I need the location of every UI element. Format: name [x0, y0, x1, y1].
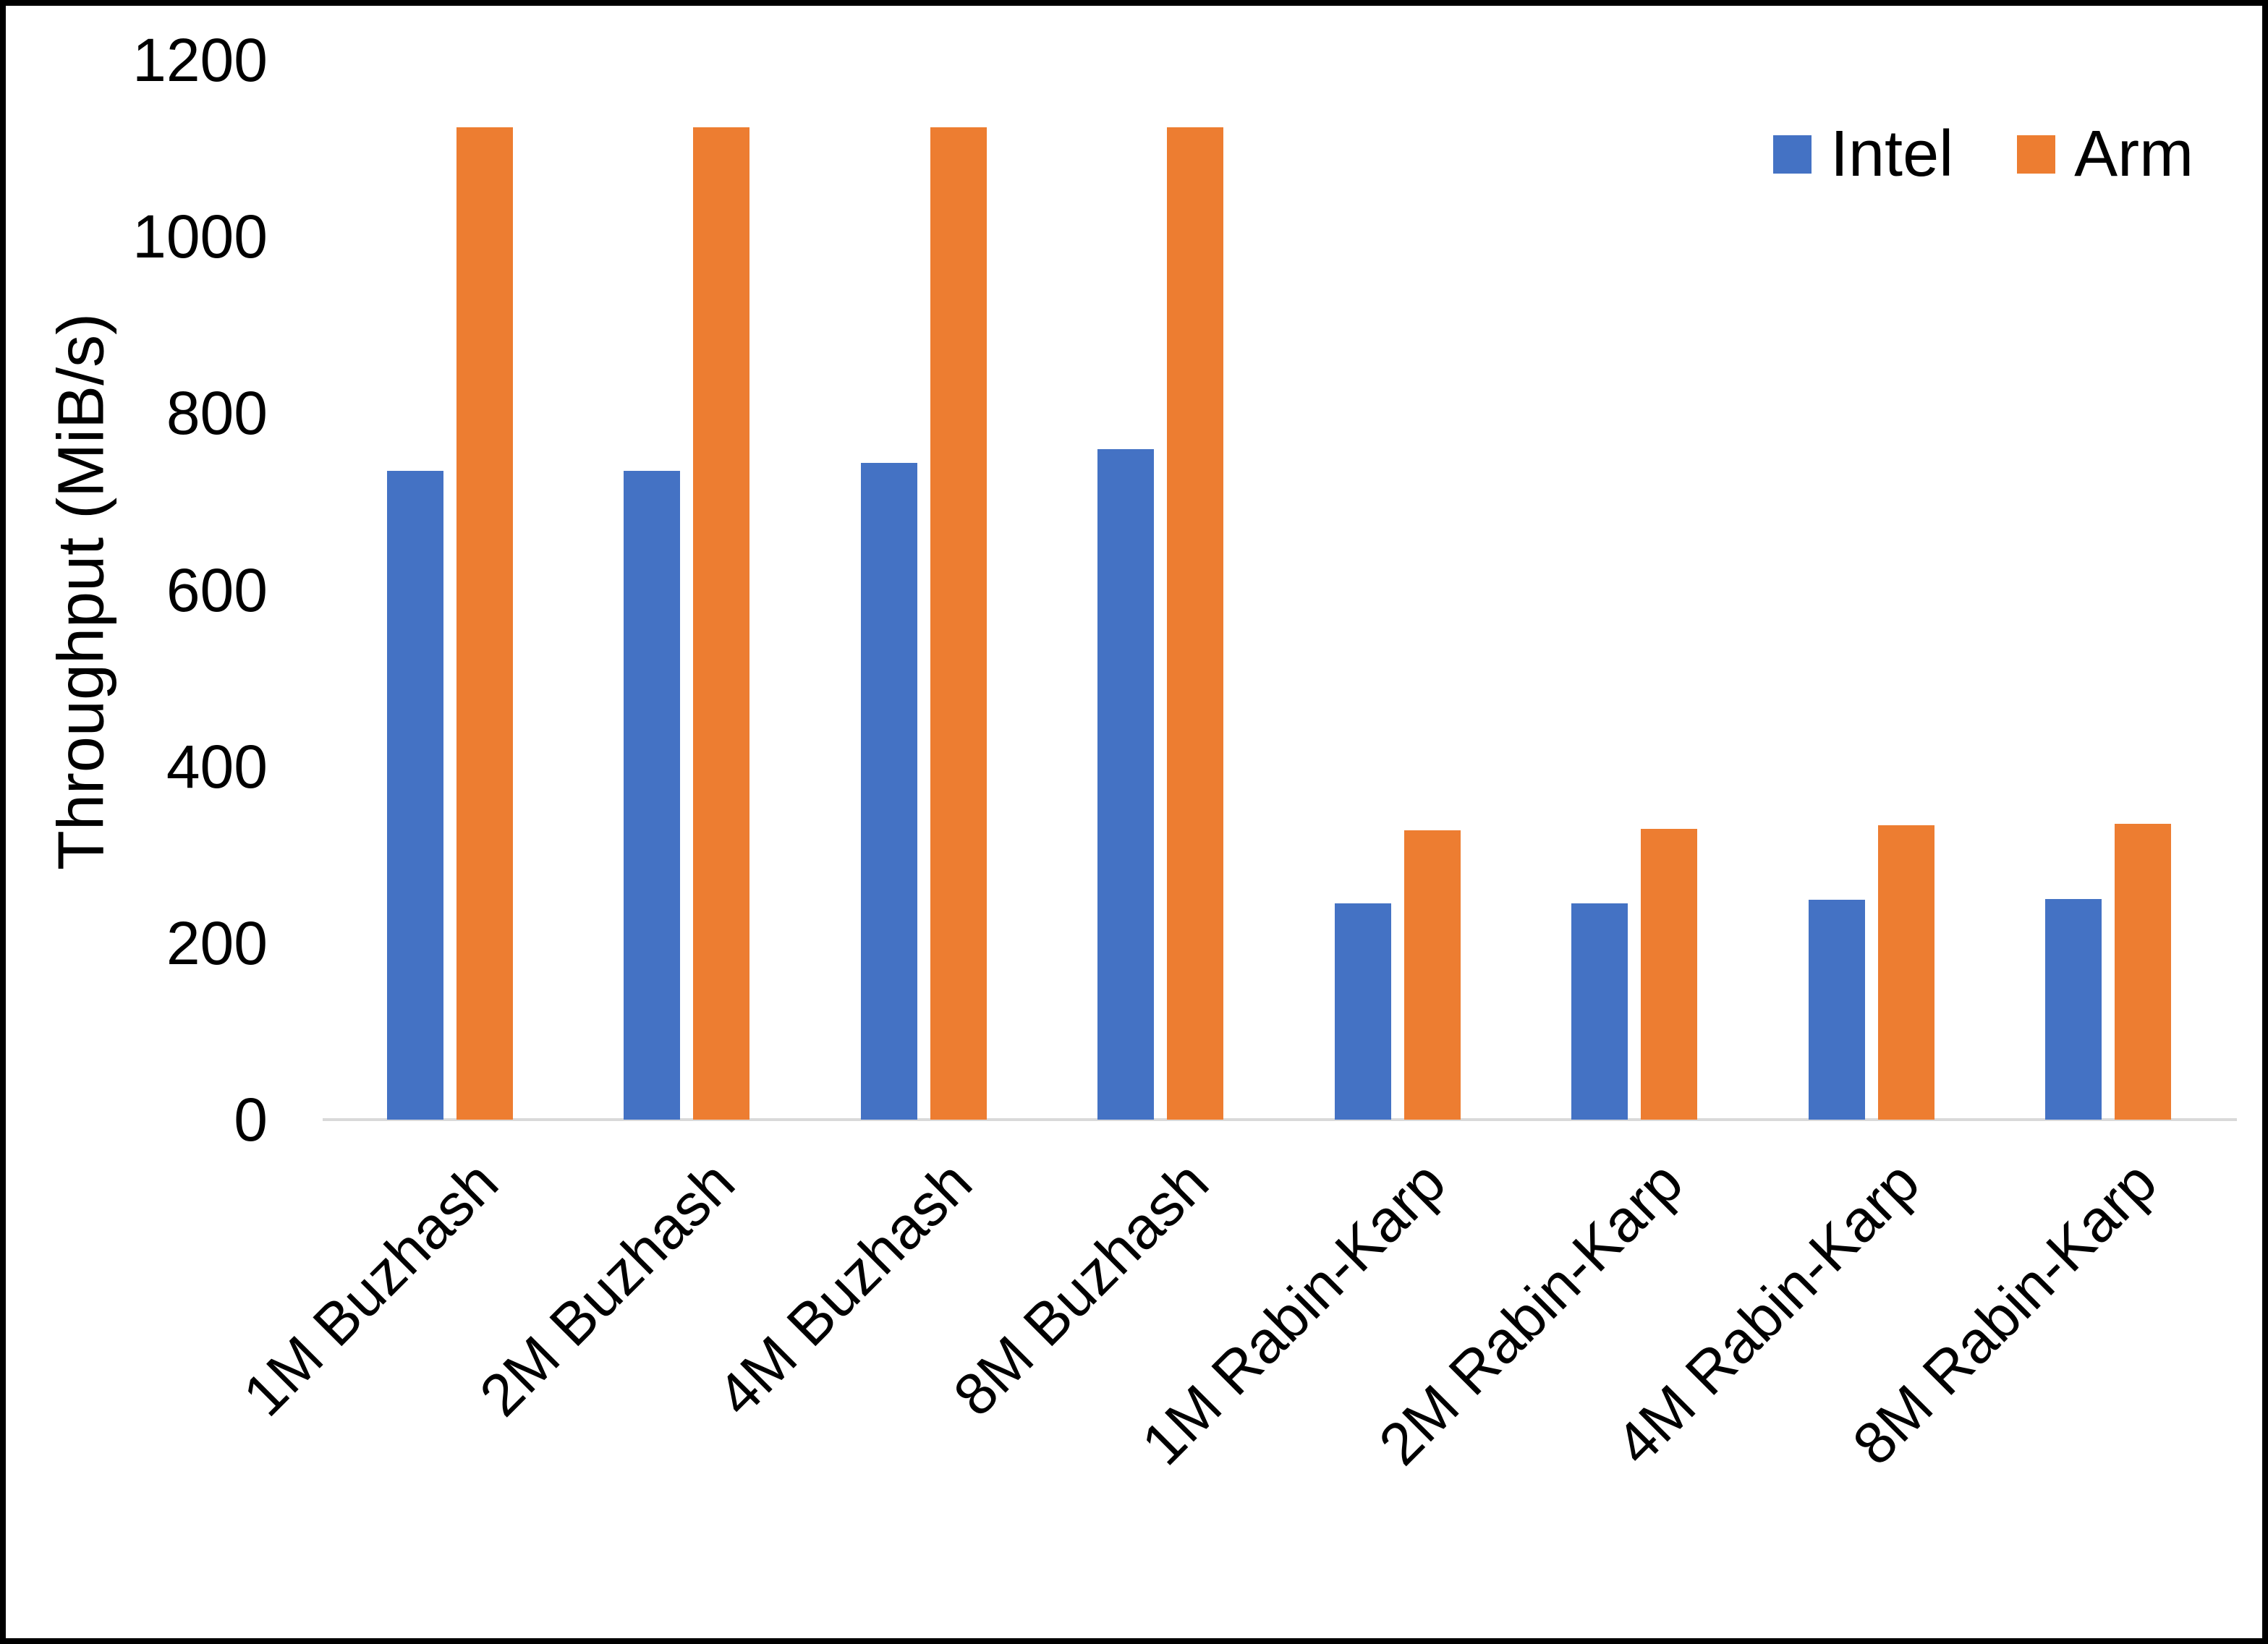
x-axis-label-2m-buzhash: 2M Buzhash	[467, 1149, 748, 1429]
bar-arm-8m-buzhash	[1167, 127, 1224, 1120]
y-tick-label-200: 200	[166, 908, 268, 977]
intel-legend-label: Intel	[1830, 118, 1954, 190]
arm-swatch	[2017, 135, 2056, 174]
x-axis-line	[323, 1118, 2237, 1121]
intel-swatch	[1773, 135, 1812, 174]
bar-arm-1m-buzhash	[456, 127, 513, 1120]
bar-arm-2m-buzhash	[693, 127, 750, 1120]
y-tick-label-600: 600	[166, 555, 268, 624]
y-tick-label-1200: 1200	[132, 26, 268, 94]
bar-arm-8m-rabin-karp	[2115, 824, 2172, 1120]
bar-intel-2m-buzhash	[624, 470, 681, 1120]
legend-item-intel: Intel	[1773, 120, 1953, 189]
legend: Intel Arm	[1773, 120, 2193, 189]
y-tick-label-1000: 1000	[132, 203, 268, 271]
bar-intel-4m-buzhash	[860, 462, 917, 1120]
arm-legend-label: Arm	[2074, 118, 2194, 190]
bar-intel-4m-rabin-karp	[1808, 900, 1865, 1120]
legend-item-arm: Arm	[2017, 120, 2193, 189]
bar-intel-8m-rabin-karp	[2045, 898, 2102, 1120]
y-tick-label-800: 800	[166, 379, 268, 448]
bar-intel-8m-buzhash	[1097, 449, 1155, 1120]
bar-intel-1m-rabin-karp	[1334, 903, 1391, 1120]
bar-arm-2m-rabin-karp	[1641, 829, 1698, 1120]
y-tick-label-0: 0	[234, 1086, 268, 1154]
bar-arm-1m-rabin-karp	[1403, 830, 1461, 1120]
bar-intel-1m-buzhash	[386, 470, 443, 1120]
x-axis-label-4m-buzhash: 4M Buzhash	[705, 1149, 985, 1429]
x-axis-label-1m-buzhash: 1M Buzhash	[231, 1149, 511, 1429]
bar-intel-2m-rabin-karp	[1571, 903, 1628, 1120]
bar-arm-4m-buzhash	[930, 127, 987, 1120]
y-tick-label-400: 400	[166, 732, 268, 801]
bar-arm-4m-rabin-karp	[1877, 825, 1934, 1120]
